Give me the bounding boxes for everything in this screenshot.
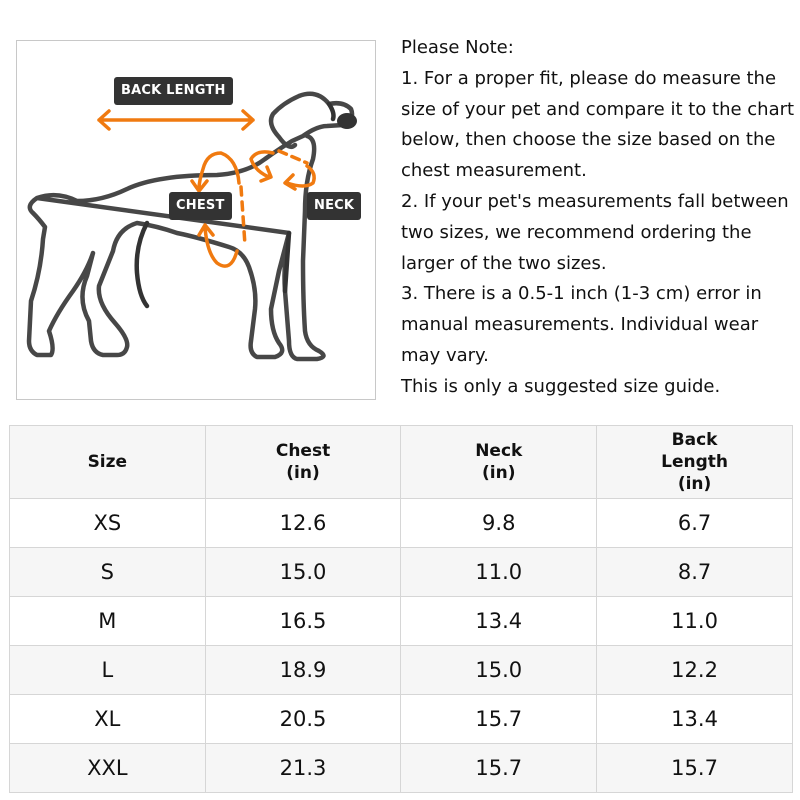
chest-label: CHEST [169, 192, 232, 220]
dog-illustration [26, 91, 357, 362]
header-size: Size [9, 425, 206, 499]
chest-arrow-top [190, 151, 241, 193]
dog-nose [337, 113, 357, 129]
header-text: Chest [275, 441, 331, 461]
size-notes: Please Note: 1. For a proper fit, please… [401, 33, 796, 403]
neck-cell: 13.4 [400, 596, 598, 646]
size-cell: XS [9, 498, 206, 548]
chest-cell: 16.5 [204, 596, 402, 646]
chest-cell: 15.0 [204, 547, 402, 597]
neck-label: NECK [307, 192, 362, 220]
back-length-cell: 11.0 [596, 596, 793, 646]
header-unit: (in) [677, 474, 712, 494]
neck-cell: 9.8 [400, 498, 598, 548]
back-length-cell: 13.4 [596, 694, 793, 744]
header-unit: (in) [286, 463, 320, 483]
back-length-cell: 8.7 [596, 547, 793, 597]
back-length-arrow [97, 109, 255, 131]
size-chart-table: Size Chest (in) Neck (in) Back Length (in) X… [9, 425, 793, 793]
neck-cell: 15.7 [400, 743, 598, 793]
note-3: 3. There is a 0.5-1 inch (1-3 cm) error … [401, 283, 762, 366]
note-1: 1. For a proper fit, please do measure t… [401, 67, 795, 182]
note-disclaimer: This is only a suggested size guide. [401, 375, 721, 397]
back-length-cell: 6.7 [596, 498, 793, 548]
dog-measurement-figure: BACK LENGTH CHEST NECK [16, 40, 376, 400]
header-back-length: Back Length (in) [596, 425, 793, 499]
neck-cell: 15.0 [400, 645, 598, 695]
neck-arrow-left [249, 150, 275, 183]
back-length-cell: 15.7 [596, 743, 793, 793]
table-header-row: Size Chest (in) Neck (in) Back Length (in) [9, 425, 793, 499]
table-row: L 18.9 15.0 12.2 [9, 645, 793, 695]
size-cell: L [9, 645, 206, 695]
header-neck: Neck (in) [400, 425, 598, 499]
neck-cell: 11.0 [400, 547, 598, 597]
back-length-label: BACK LENGTH [114, 77, 233, 105]
header-chest: Chest (in) [204, 425, 402, 499]
header-text: Size [87, 452, 128, 472]
table-row: XXL 21.3 15.7 15.7 [9, 743, 793, 793]
size-cell: XXL [9, 743, 206, 793]
note-2: 2. If your pet's measurements fall betwe… [401, 190, 789, 274]
neck-dashed-line [277, 149, 309, 165]
header-text: Neck [475, 441, 523, 461]
table-row: XS 12.6 9.8 6.7 [9, 498, 793, 548]
chest-dashed-line [239, 185, 247, 247]
dog-outline [26, 91, 355, 362]
size-cell: XL [9, 694, 206, 744]
header-unit: (in) [482, 463, 516, 483]
chest-cell: 21.3 [204, 743, 402, 793]
header-text: Back [671, 430, 718, 450]
neck-arrow-right [283, 164, 316, 191]
chest-cell: 12.6 [204, 498, 402, 548]
size-cell: S [9, 547, 206, 597]
header-text: Length [661, 452, 728, 472]
table-row: M 16.5 13.4 11.0 [9, 596, 793, 646]
size-cell: M [9, 596, 206, 646]
table-row: S 15.0 11.0 8.7 [9, 547, 793, 597]
table-row: XL 20.5 15.7 13.4 [9, 694, 793, 744]
chest-arrow-bottom [197, 223, 239, 268]
back-length-cell: 12.2 [596, 645, 793, 695]
chest-cell: 18.9 [204, 645, 402, 695]
notes-heading: Please Note: [401, 37, 514, 58]
neck-cell: 15.7 [400, 694, 598, 744]
chest-cell: 20.5 [204, 694, 402, 744]
